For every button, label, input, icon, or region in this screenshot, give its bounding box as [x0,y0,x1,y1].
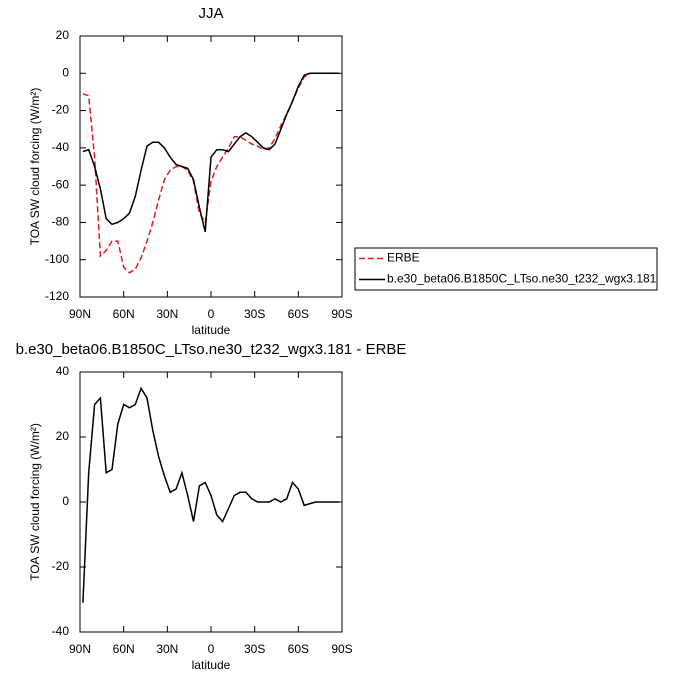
y-tick-label: -100 [45,252,69,266]
chart-title: b.e30_beta06.B1850C_LTso.ne30_t232_wgx3.… [16,341,407,358]
x-tick-label: 90S [331,307,352,321]
x-tick-label: 90N [69,307,91,321]
y-tick-label: 20 [56,28,70,42]
x-tick-label: 60S [288,642,309,656]
legend-label: ERBE [387,251,420,265]
chart-title: JJA [198,5,223,22]
x-tick-label: 0 [208,642,215,656]
y-tick-label: 0 [62,494,69,508]
x-tick-label: 60S [288,307,309,321]
x-axis-label: latitude [192,323,231,337]
x-tick-label: 60N [113,642,135,656]
data-line [82,72,340,232]
x-tick-label: 60N [113,307,135,321]
data-line [82,72,340,274]
y-tick-label: -40 [52,624,70,638]
y-tick-label: -120 [45,289,69,303]
x-tick-label: 30S [244,642,265,656]
y-tick-label: -40 [52,140,70,154]
legend-box [354,247,658,291]
y-tick-label: -20 [52,103,70,117]
legend-label: b.e30_beta06.B1850C_LTso.ne30_t232_wgx3.… [387,272,657,286]
x-tick-label: 30N [156,307,178,321]
y-tick-label: -80 [52,215,70,229]
y-tick-label: 40 [56,364,70,378]
data-line [82,386,340,603]
x-tick-label: 90N [69,642,91,656]
x-axis-label: latitude [192,658,231,672]
y-tick-label: 0 [62,65,69,79]
y-axis-label: TOA SW cloud forcing (W/m²) [28,423,42,581]
y-tick-label: -20 [52,559,70,573]
y-axis-label: TOA SW cloud forcing (W/m²) [28,88,42,246]
x-tick-label: 30S [244,307,265,321]
x-tick-label: 30N [156,642,178,656]
y-tick-label: -60 [52,177,70,191]
x-tick-label: 0 [208,307,215,321]
y-tick-label: 20 [56,429,70,443]
x-tick-label: 90S [331,642,352,656]
